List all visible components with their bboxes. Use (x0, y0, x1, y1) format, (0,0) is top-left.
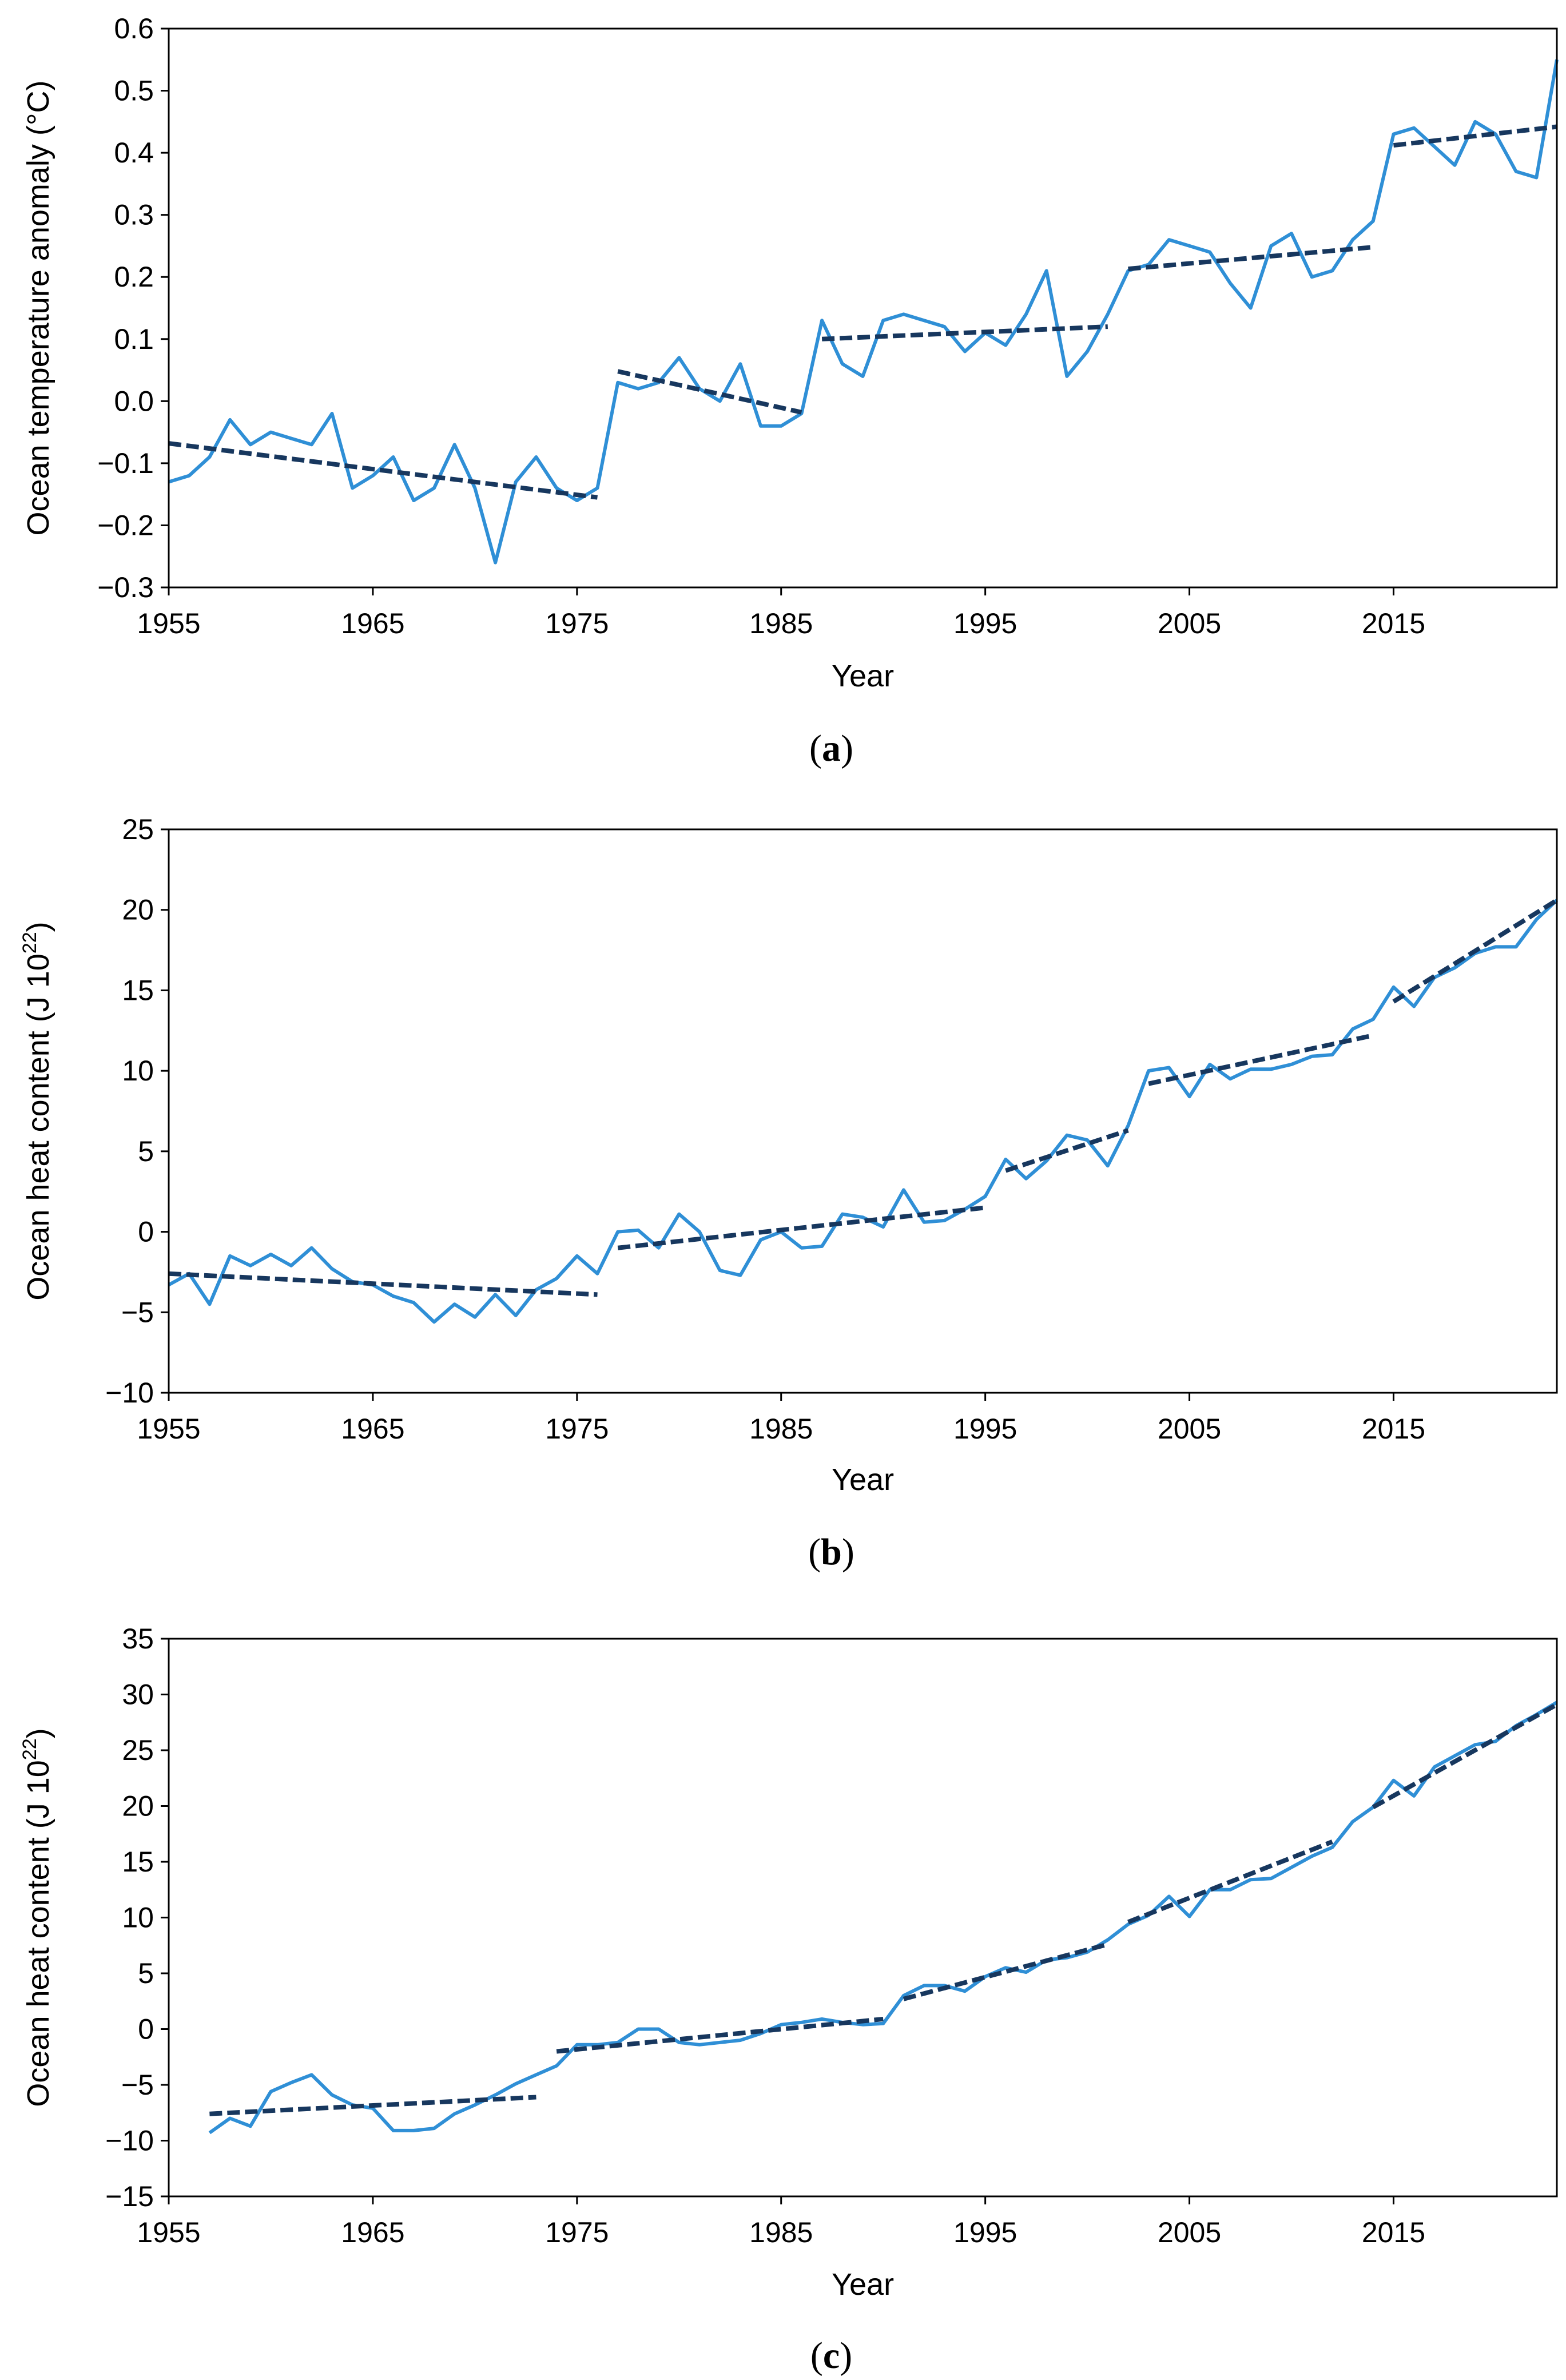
x-tick-label: 1975 (545, 2216, 609, 2248)
x-tick-label: 1955 (137, 2216, 200, 2248)
y-tick-label: 0.6 (114, 13, 154, 45)
x-tick-label: 2015 (1362, 2216, 1425, 2248)
y-tick-label: 5 (138, 1957, 154, 1989)
trend-line-segment (1393, 124, 1557, 148)
x-axis-title: Year (832, 1463, 894, 1497)
y-tick-label: 0.1 (114, 323, 154, 355)
x-tick-label: 2005 (1158, 1413, 1221, 1445)
x-tick-label: 1955 (137, 1413, 200, 1445)
y-tick-label: −10 (105, 2125, 154, 2157)
y-tick-labels: −10 −5 0 5 10 15 20 25 (105, 813, 169, 1409)
x-tick-label: 1955 (137, 607, 200, 639)
y-tick-label: 0.0 (114, 385, 154, 417)
trend-line-segment (1148, 1033, 1374, 1086)
panel-caption: (c) (810, 2335, 852, 2377)
plot-frame (168, 828, 1558, 1394)
x-tick-label: 2015 (1362, 1413, 1425, 1445)
y-tick-label: 35 (122, 1623, 154, 1655)
x-tick-labels: 1955 1965 1975 1985 1995 2005 2015 (137, 1393, 1425, 1445)
y-tick-label: 0 (138, 1216, 154, 1248)
trend-line-segment (617, 369, 802, 415)
y-axis-title: Ocean heat content (J 1022) (19, 921, 55, 1300)
y-tick-label: 0.4 (114, 137, 154, 169)
x-tick-label: 1985 (749, 1413, 813, 1445)
x-tick-labels: 1955 1965 1975 1985 1995 2005 2015 (137, 2196, 1425, 2248)
observed-series-line (168, 899, 1559, 1324)
y-tick-label: 25 (122, 1734, 154, 1766)
x-tick-label: 1985 (749, 2216, 813, 2248)
trend-line-segment (1392, 898, 1559, 1004)
x-tick-label: 1965 (341, 607, 404, 639)
x-tick-label: 2005 (1158, 607, 1221, 639)
y-tick-label: 5 (138, 1135, 154, 1167)
y-tick-label: 0.5 (114, 75, 154, 107)
x-tick-label: 1995 (953, 607, 1017, 639)
observed-series-line (168, 59, 1559, 565)
trend-line-segment (1128, 245, 1374, 272)
x-tick-label: 1975 (545, 1413, 609, 1445)
trend-layer (209, 1702, 1558, 2116)
y-tick-label: 20 (122, 894, 154, 926)
y-tick-label: 30 (122, 1679, 154, 1711)
y-tick-label: −0.2 (97, 509, 154, 541)
plot-frame (168, 27, 1558, 589)
x-axis-title: Year (832, 659, 894, 693)
trend-line-segment (1372, 1702, 1558, 1809)
y-tick-label: −10 (105, 1377, 154, 1409)
trend-line-segment (821, 324, 1108, 341)
y-axis-title: Ocean temperature anomaly (°C) (21, 81, 55, 536)
y-tick-label: 20 (122, 1790, 154, 1822)
panel-a: −0.3−0.2−0.10.00.10.20.30.40.50.6 1955 19… (21, 13, 1559, 769)
x-tick-label: 1995 (953, 2216, 1017, 2248)
y-tick-label: 0.3 (114, 199, 154, 231)
trend-line-segment (168, 1271, 598, 1297)
y-tick-label: −0.1 (97, 447, 154, 479)
observed-series-line (208, 1700, 1558, 2135)
y-tick-labels: −15 −10 −5 0 5 10 15 20 25 30 35 (105, 1623, 169, 2212)
series-layer (168, 59, 1559, 565)
series-layer (208, 1700, 1558, 2135)
x-tick-label: 2005 (1158, 2216, 1221, 2248)
trend-line-segment (617, 1205, 986, 1250)
panel-b: −10 −5 0 5 10 15 20 25 1955 1965 1975 1985 1995 2005… (19, 813, 1559, 1573)
y-tick-label: 15 (122, 974, 154, 1006)
trend-line-segment (556, 2016, 884, 2054)
y-tick-label: 15 (122, 1846, 154, 1878)
y-tick-label: 10 (122, 1055, 154, 1087)
y-tick-label: 10 (122, 1902, 154, 1934)
x-tick-label: 1985 (749, 607, 813, 639)
y-tick-label: 25 (122, 813, 154, 845)
trend-line-segment (1127, 1839, 1333, 1925)
x-tick-label: 1975 (545, 607, 609, 639)
trend-layer (168, 124, 1557, 500)
trend-line-segment (903, 1942, 1108, 2001)
trend-line-segment (168, 441, 598, 500)
panel-caption: (b) (808, 1531, 854, 1573)
x-tick-label: 1965 (341, 2216, 404, 2248)
y-tick-label: −0.3 (97, 571, 154, 603)
series-layer (168, 899, 1559, 1324)
x-tick-label: 1965 (341, 1413, 404, 1445)
x-axis-title: Year (832, 2267, 894, 2302)
trend-line-segment (1005, 1128, 1129, 1173)
panel-caption: (a) (809, 728, 853, 769)
plot-frame (168, 1638, 1558, 2198)
trend-layer (168, 898, 1559, 1297)
y-tick-label: −5 (121, 1296, 154, 1328)
y-axis-title: Ocean heat content (J 1022) (19, 1728, 55, 2107)
x-tick-labels: 1955 1965 1975 1985 1995 2005 2015 (137, 587, 1425, 639)
trend-line-segment (209, 2095, 536, 2116)
x-tick-label: 1995 (953, 1413, 1017, 1445)
y-tick-label: −5 (121, 2069, 154, 2101)
y-tick-label: 0 (138, 2013, 154, 2045)
y-tick-labels: −0.3 −0.2 −0.1 0.0 0.1 0.2 0.3 0.4 0.5 0.6 (97, 13, 169, 603)
y-tick-label: 0.2 (114, 261, 154, 293)
x-tick-label: 2015 (1362, 607, 1425, 639)
y-tick-label: −15 (105, 2180, 154, 2212)
